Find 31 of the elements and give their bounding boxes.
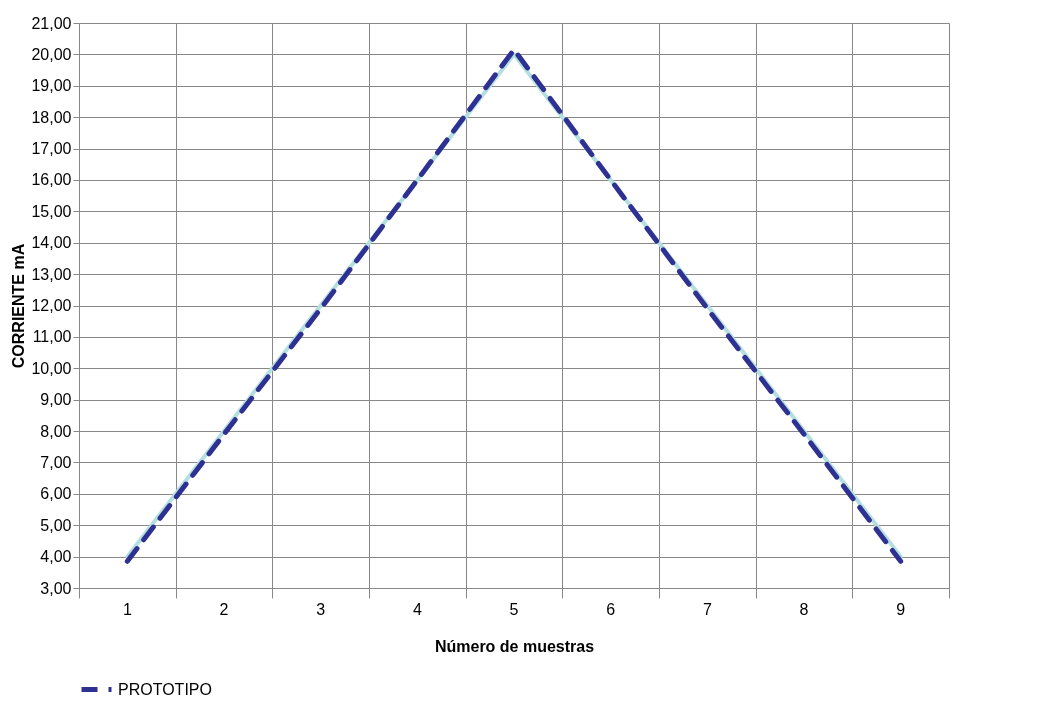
y-tick-label: 10,00 [31, 359, 72, 377]
y-tick-label: 8,00 [40, 422, 72, 440]
x-tick-label: 1 [122, 601, 132, 618]
y-tick-label: 13,00 [31, 265, 72, 283]
y-tick-label: 14,00 [31, 234, 72, 252]
y-tick-label: 21,00 [31, 14, 72, 32]
y-tick-label: 12,00 [31, 297, 72, 314]
legend-label: PROTOTIPO [118, 680, 212, 698]
x-tick-label: 7 [702, 601, 712, 618]
x-tick-label: 9 [896, 601, 906, 618]
y-tick-label: 6,00 [40, 485, 72, 503]
y-tick-label: 16,00 [31, 171, 72, 189]
y-tick-label: 19,00 [31, 77, 72, 95]
y-tick-label: 4,00 [40, 548, 72, 566]
y-axis-title: CORRIENTE mA [10, 243, 28, 369]
x-tick-label: 4 [412, 601, 422, 618]
y-tick-label: 5,00 [40, 516, 72, 534]
y-tick-label: 17,00 [31, 140, 72, 158]
x-tick-label: 3 [316, 601, 326, 618]
y-tick-label: 15,00 [31, 202, 72, 220]
x-tick-label: 6 [606, 601, 616, 618]
x-tick-label: 5 [509, 601, 519, 618]
x-axis-title: Número de muestras [434, 637, 595, 655]
y-tick-label: 18,00 [31, 108, 72, 126]
y-tick-label: 7,00 [40, 453, 72, 471]
y-tick-label: 11,00 [32, 328, 72, 346]
y-tick-label: 9,00 [40, 391, 72, 409]
y-tick-label: 20,00 [31, 45, 72, 63]
x-tick-label: 2 [219, 601, 229, 618]
y-tick-label: 3,00 [40, 579, 72, 597]
x-tick-label: 8 [799, 601, 809, 618]
